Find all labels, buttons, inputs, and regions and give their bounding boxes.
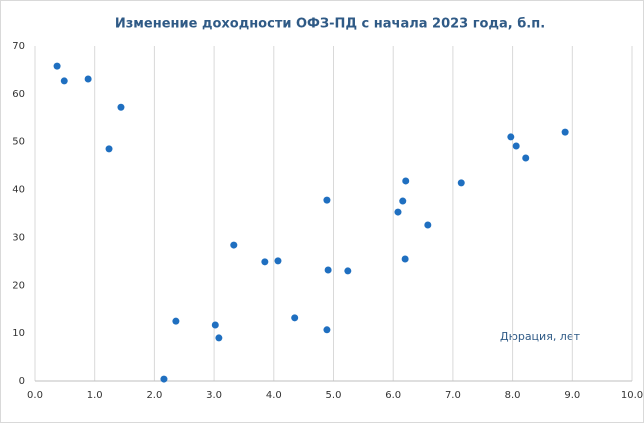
point [324,266,332,274]
x-tick-label: 8.0 [505,390,521,401]
y-tick-label: 70 [12,41,25,52]
point [117,103,125,111]
x-tick-label: 4.0 [266,390,282,401]
point [522,154,530,162]
x-tick-label: 6.0 [385,390,401,401]
point [172,317,180,325]
point [323,326,331,334]
y-tick-label: 30 [12,232,25,243]
x-tick-label: 5.0 [326,390,342,401]
point [561,128,569,136]
x-tick-label: 10.0 [621,390,643,401]
chart-title: Изменение доходности ОФЗ-ПД с начала 202… [115,17,545,32]
point [402,177,410,185]
point [344,267,352,275]
x-tick-label: 1.0 [87,390,103,401]
y-tick-label: 50 [12,137,25,148]
y-tick-label: 60 [12,89,25,100]
point [399,197,407,205]
point [230,241,238,249]
point [507,133,515,141]
y-tick-label: 0 [19,376,25,387]
point [160,375,168,383]
point [211,321,219,329]
point [215,334,223,342]
x-tick-label: 9.0 [564,390,580,401]
x-tick-label: 7.0 [445,390,461,401]
point [401,255,409,263]
point [323,196,331,204]
x-axis-label: Дюрация, лет [500,330,581,343]
y-tick-label: 20 [12,280,25,291]
point [424,221,432,229]
point [457,179,465,187]
point [291,314,299,322]
point [274,257,282,265]
y-tick-label: 10 [12,328,25,339]
point [84,75,92,83]
point [60,77,68,85]
point [53,62,61,70]
x-tick-label: 0.0 [27,390,43,401]
point [105,145,113,153]
point [512,142,520,150]
point [394,208,402,216]
x-tick-label: 3.0 [206,390,222,401]
y-tick-label: 40 [12,185,25,196]
x-tick-label: 2.0 [146,390,162,401]
point [261,258,269,266]
